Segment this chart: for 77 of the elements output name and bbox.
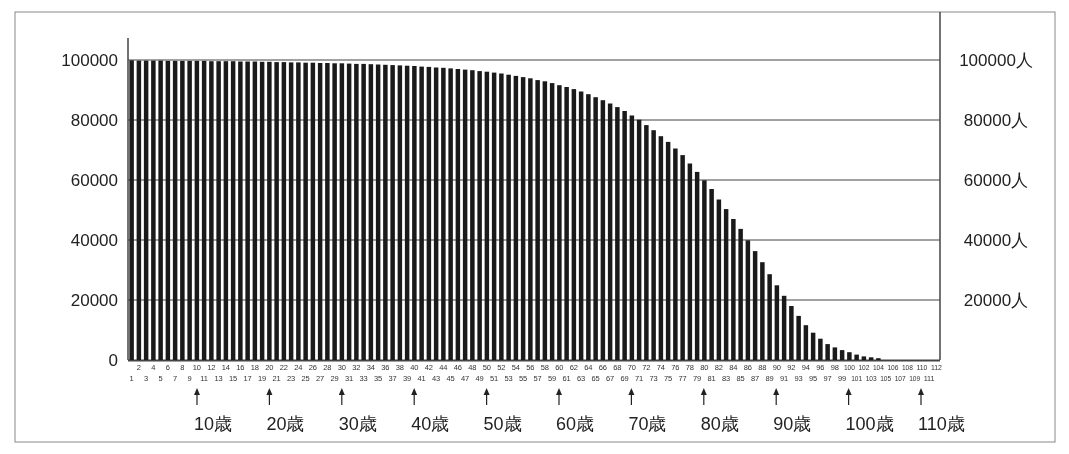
- y2-tick-label: 40000人: [963, 231, 1029, 250]
- bar: [651, 130, 656, 360]
- bar: [861, 356, 867, 360]
- text: 80歳: [700, 414, 739, 434]
- y-tick-label: 40000: [70, 231, 118, 250]
- bar: [825, 344, 830, 360]
- bar: [187, 60, 192, 360]
- text: 70歳: [628, 414, 667, 434]
- bar: [709, 189, 714, 360]
- text: 40歳: [411, 414, 450, 434]
- bar: [760, 262, 765, 360]
- y2-tick-label: 100000人: [959, 51, 1033, 70]
- y-tick-label: 20000: [70, 291, 118, 310]
- bar: [267, 61, 272, 360]
- bar: [818, 338, 823, 360]
- bar: [644, 125, 649, 360]
- text: 90歳: [773, 414, 812, 434]
- text: 10歳: [194, 414, 233, 434]
- bar: [441, 67, 446, 360]
- bar: [767, 274, 772, 360]
- bar: [303, 62, 308, 360]
- bar: [673, 148, 678, 360]
- bar: [731, 219, 736, 360]
- bar: [854, 354, 859, 360]
- bar: [615, 107, 620, 360]
- bar: [158, 60, 163, 360]
- bar: [847, 352, 852, 360]
- text: 60歳: [556, 414, 595, 434]
- bar: [868, 357, 874, 360]
- bar: [245, 61, 250, 360]
- y2-tick-label: 80000人: [963, 111, 1029, 130]
- bar: [209, 61, 214, 360]
- bar: [354, 63, 359, 360]
- y-tick-label: 80000: [70, 111, 118, 130]
- bar: [586, 94, 591, 360]
- bar: [361, 63, 366, 360]
- bar: [564, 87, 569, 360]
- y2-tick-label: 20000人: [963, 291, 1029, 310]
- bar: [448, 68, 453, 360]
- bar: [622, 111, 627, 360]
- text: 20歳: [266, 414, 305, 434]
- bar: [390, 65, 395, 360]
- y-tick-label: 0: [108, 351, 118, 370]
- bar: [477, 71, 482, 360]
- bar: [151, 60, 156, 360]
- bar: [803, 325, 809, 360]
- bar: [419, 66, 424, 360]
- bar: [383, 64, 388, 360]
- bar: [412, 66, 417, 360]
- bar: [470, 70, 475, 360]
- bar: [796, 315, 801, 360]
- bar: [332, 63, 337, 360]
- bar: [325, 63, 330, 360]
- text: 100歳: [845, 414, 894, 434]
- bar: [528, 78, 533, 360]
- text: 30歳: [338, 414, 377, 434]
- bar: [738, 228, 743, 360]
- bar: [789, 306, 794, 360]
- bar: [557, 85, 562, 360]
- bar: [129, 60, 134, 360]
- bar: [499, 73, 504, 360]
- y-tick-label: 100000: [61, 51, 118, 70]
- bar: [593, 97, 598, 360]
- bar: [680, 155, 685, 360]
- text: 110歳: [918, 414, 965, 434]
- y-tick-label: 60000: [70, 171, 118, 190]
- bar: [535, 80, 540, 360]
- bar: [832, 347, 838, 360]
- bar: [216, 61, 221, 360]
- bar: [180, 60, 185, 360]
- bar: [238, 61, 243, 360]
- bar: [506, 74, 511, 360]
- bar: [296, 62, 301, 360]
- y2-tick-label: 60000人: [963, 171, 1029, 190]
- bar: [274, 62, 279, 360]
- text: 50歳: [483, 414, 522, 434]
- bar: [702, 180, 707, 360]
